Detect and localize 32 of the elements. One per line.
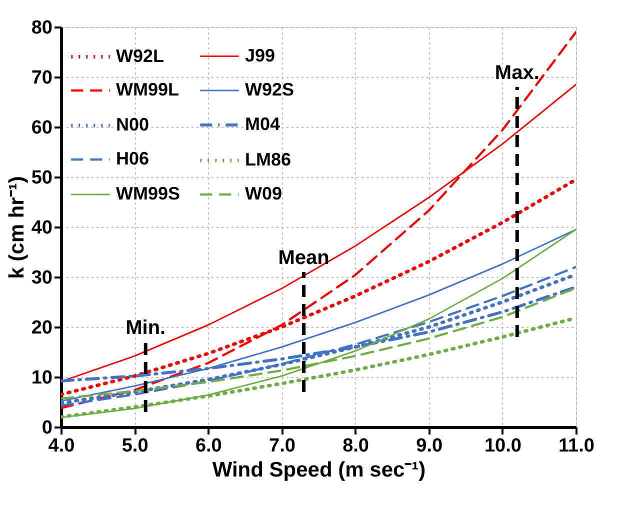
y-tick-label: 50 <box>31 168 52 188</box>
legend-label: J99 <box>245 45 276 66</box>
y-tick-label: 80 <box>31 18 52 38</box>
legend-label: N00 <box>116 114 150 134</box>
legend-label: W09 <box>245 184 282 204</box>
y-tick-label: 20 <box>31 318 52 338</box>
y-tick-label: 0 <box>42 418 52 438</box>
y-axis-title: k (cm hr⁻¹) <box>5 176 28 279</box>
x-tick-label: 4.0 <box>48 436 75 456</box>
annotation: Min. <box>126 317 166 339</box>
x-tick-label: 5.0 <box>122 436 148 456</box>
y-tick-label: 70 <box>31 68 52 88</box>
y-tick-label: 10 <box>31 368 52 388</box>
annotation: Max. <box>494 62 540 84</box>
legend-label: M04 <box>245 114 280 134</box>
x-tick-label: 10.0 <box>484 436 522 456</box>
legend-label: WM99S <box>116 184 180 204</box>
legend-label: W92L <box>116 46 164 66</box>
annotation: Mean <box>278 247 330 269</box>
x-tick-label: 8.0 <box>342 436 369 456</box>
y-tick-label: 30 <box>31 268 52 288</box>
y-tick-label: 60 <box>31 118 52 138</box>
legend-label: LM86 <box>245 150 292 170</box>
legend-label: H06 <box>116 148 150 168</box>
y-tick-label: 40 <box>31 218 52 238</box>
x-tick-label: 11.0 <box>558 436 594 456</box>
legend-label: WM99L <box>116 80 180 100</box>
x-tick-label: 6.0 <box>195 436 222 456</box>
x-tick-label: 7.0 <box>269 436 296 456</box>
x-axis-title: Wind Speed (m sec⁻¹) <box>212 458 426 482</box>
x-tick-label: 9.0 <box>416 436 443 456</box>
legend-label: W92S <box>245 80 294 100</box>
